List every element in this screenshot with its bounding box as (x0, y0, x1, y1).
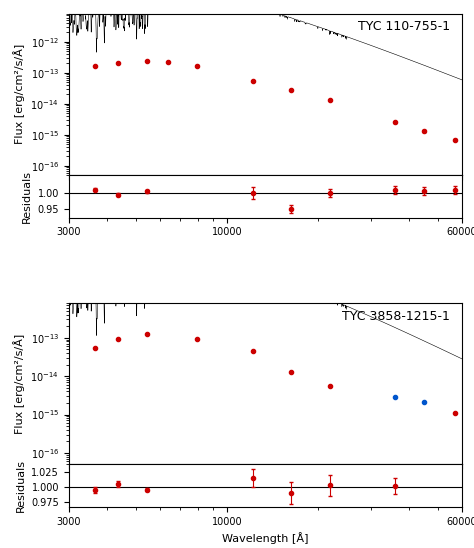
Text: TYC 3858-1215-1: TYC 3858-1215-1 (343, 310, 450, 323)
Y-axis label: Flux [erg/cm²/s/Å]: Flux [erg/cm²/s/Å] (13, 44, 25, 145)
Y-axis label: Flux [erg/cm²/s/Å]: Flux [erg/cm²/s/Å] (13, 334, 25, 434)
Y-axis label: Residuals: Residuals (22, 170, 32, 223)
Y-axis label: Residuals: Residuals (16, 459, 26, 512)
Text: TYC 110-755-1: TYC 110-755-1 (358, 20, 450, 33)
X-axis label: Wavelength [Å]: Wavelength [Å] (222, 532, 309, 544)
